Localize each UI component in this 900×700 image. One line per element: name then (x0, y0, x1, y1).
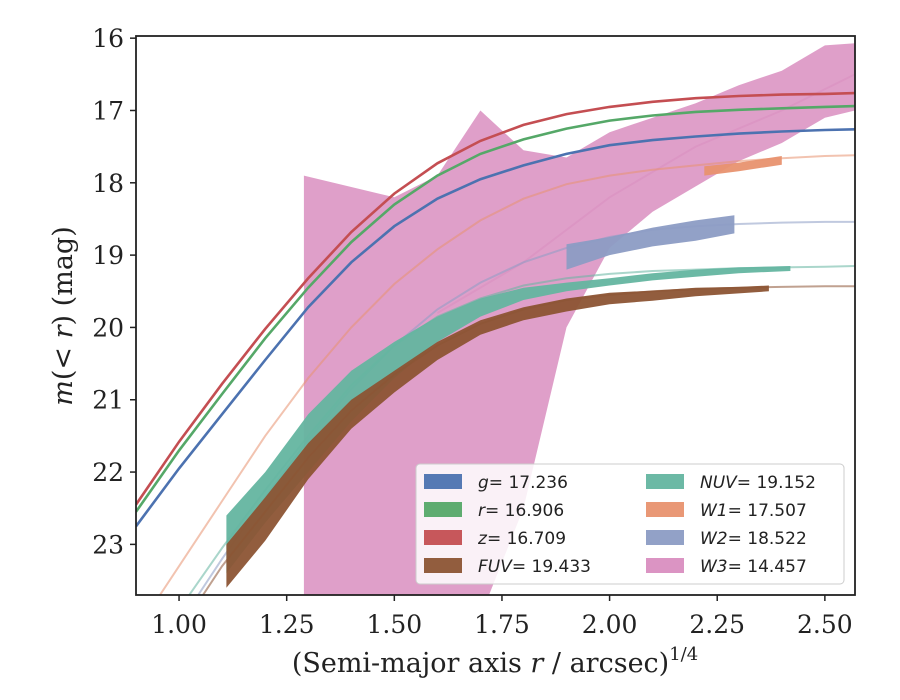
x-tick-label: 2.25 (689, 610, 745, 639)
series-w1-model-line (158, 154, 855, 595)
y-tick-label: 16 (92, 24, 124, 53)
legend-band-value: = 16.906 (485, 501, 564, 521)
y-tick-label: 21 (92, 386, 124, 415)
y-tick-label: 19 (92, 241, 124, 270)
legend-swatch-w1 (646, 502, 684, 517)
legend-band-name: z (477, 529, 488, 549)
legend-band-name: W3 (700, 557, 728, 577)
x-axis-label-exponent: 1/4 (669, 644, 698, 665)
y-tick-label: 20 (92, 313, 124, 342)
y-tick-label: 17 (92, 96, 124, 125)
series-w3-band (303, 43, 855, 595)
x-tick-label: 1.00 (151, 610, 207, 639)
series-fuv-band (226, 285, 769, 588)
legend-entry-w3: W3= 14.457 (700, 557, 807, 577)
x-axis-label-var: r (530, 648, 545, 679)
legend-band-name: NUV (700, 473, 738, 493)
legend-band-value: = 17.236 (489, 473, 568, 493)
y-axis-label: m(< r) (mag) (48, 226, 79, 405)
legend-entry-fuv: FUV= 19.433 (478, 557, 591, 577)
legend-box (415, 463, 845, 585)
x-tick-label: 1.75 (474, 610, 530, 639)
series-g-line (136, 128, 855, 528)
legend-swatch-fuv (424, 558, 462, 573)
series-r-line (136, 104, 855, 513)
y-tick-label: 22 (92, 458, 124, 487)
legend-band-name: W2 (700, 529, 728, 549)
legend-swatch-g (424, 474, 462, 489)
legend-band-value: = 17.507 (728, 501, 807, 521)
legend-band-value: = 19.152 (737, 473, 816, 493)
legend-swatch-w3 (646, 558, 684, 573)
legend-swatch-w2 (646, 530, 684, 545)
x-axis-label-tail: / arcsec) (543, 648, 669, 679)
legend-band-name: W1 (700, 501, 728, 521)
x-tick-label: 1.50 (366, 610, 422, 639)
legend-band-value: = 19.433 (512, 557, 591, 577)
y-tick-label: 18 (92, 169, 124, 198)
series-w2-band (566, 215, 735, 270)
ticks-layer: 1.00 1.25 1.50 1.75 2.00 2.25 2.50 16 17 18 19 20 21… (92, 24, 853, 639)
legend-swatch-z (424, 530, 462, 545)
legend-entry-z: z= 16.709 (477, 529, 566, 549)
x-tick-label: 2.50 (797, 610, 853, 639)
legend-entry-g: g= 17.236 (478, 473, 568, 493)
y-axis-label-inner: (< (48, 338, 79, 380)
plot-frame (135, 35, 856, 596)
x-tick-label: 1.25 (259, 610, 315, 639)
legend-swatch-r (424, 502, 462, 517)
legend-band-name: g (478, 473, 489, 493)
y-axis-label-var: r (48, 323, 79, 338)
legend-entry-w1: W1= 17.507 (700, 501, 807, 521)
legend-band-value: = 16.709 (487, 529, 566, 549)
y-axis-label-tail: ) (mag) (48, 226, 79, 325)
legend-swatch-nuv (646, 474, 684, 489)
legend-band-name: FUV (478, 557, 513, 577)
x-axis-label-main: (Semi-major axis (292, 648, 531, 679)
legend-entry-r: r= 16.906 (478, 501, 564, 521)
x-axis-label: (Semi-major axis r / arcsec)1/4 (292, 644, 698, 679)
legend-entry-w2: W2= 18.522 (700, 529, 807, 549)
series-w1-band (704, 156, 782, 176)
series-layer (136, 43, 855, 595)
legend-band-value: = 14.457 (728, 557, 807, 577)
x-tick-label: 2.00 (582, 610, 638, 639)
legend-entry-nuv: NUV= 19.152 (700, 473, 816, 493)
legend-band-value: = 18.522 (728, 529, 807, 549)
legend-band-name: r (478, 501, 486, 521)
y-axis-label-m: m (48, 380, 79, 406)
series-z-line (136, 91, 855, 506)
y-tick-label: 23 (92, 530, 124, 559)
